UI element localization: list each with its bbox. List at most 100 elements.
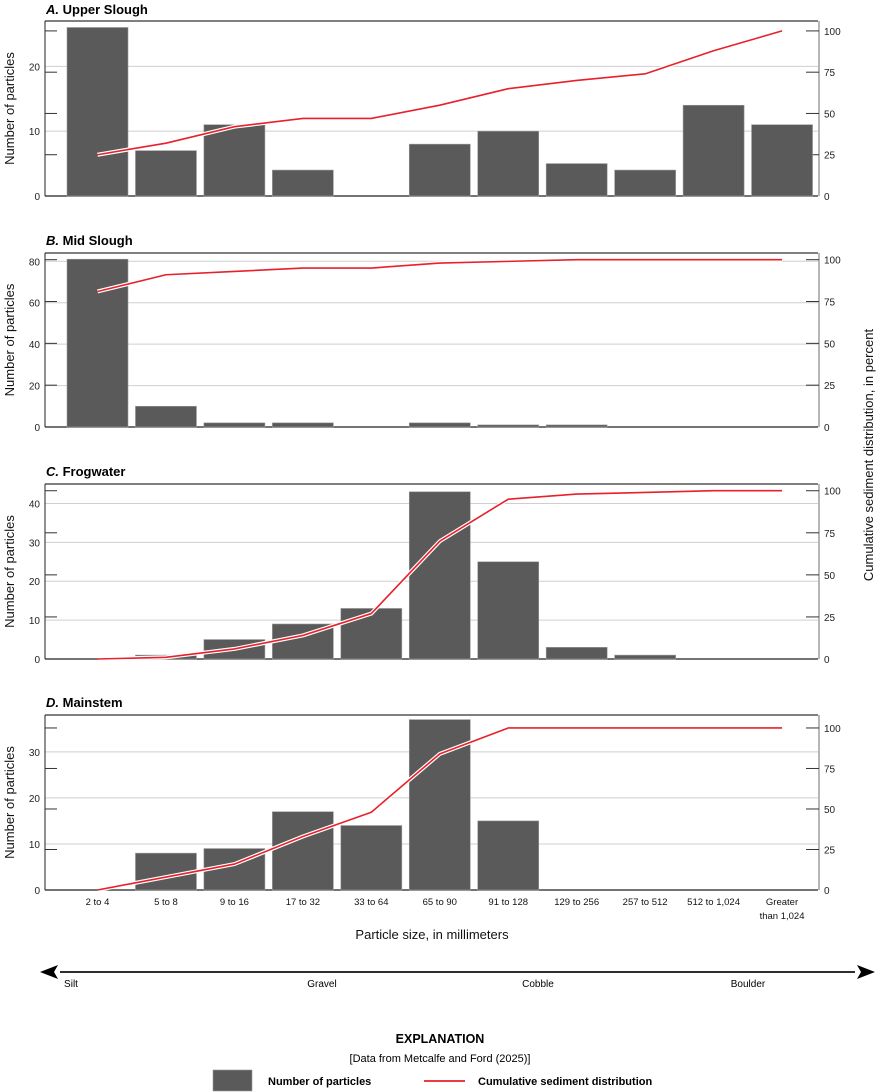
bar-count [477, 424, 540, 428]
right-tick-label: 100 [824, 487, 841, 498]
cumulative-line-halo [97, 257, 783, 294]
panel-upper-slough: A. Upper Slough 0 10 20 0 25 50 75 100 [29, 2, 841, 203]
right-tick-label: 75 [824, 529, 836, 540]
y-axis-title-right: Cumulative sediment distribution, in per… [861, 329, 876, 582]
right-tick-label: 100 [824, 724, 841, 735]
bar-count [477, 820, 540, 891]
bar-count [340, 608, 403, 660]
x-tick-label: 257 to 512 [623, 897, 668, 908]
bar-count [545, 647, 608, 660]
right-tick-label: 50 [824, 109, 836, 120]
legend-line-label: Cumulative sediment distribution [478, 1076, 652, 1088]
right-tick-label: 50 [824, 571, 836, 582]
right-tick-label: 0 [824, 886, 830, 897]
panel-letter: C. [46, 464, 59, 479]
left-tick-label: 0 [34, 423, 40, 434]
x-tick-label: 129 to 256 [554, 897, 599, 908]
left-tick-label: 0 [34, 886, 40, 897]
right-tick-label: 25 [824, 151, 836, 162]
left-tick-label: 10 [29, 840, 41, 851]
size-class-label: Silt [64, 979, 78, 990]
x-tick-label: 65 to 90 [423, 897, 457, 908]
panel-title: C. Frogwater [46, 464, 125, 479]
left-tick-label: 10 [29, 616, 41, 627]
panel-name: Frogwater [59, 464, 125, 479]
bar-count [614, 169, 676, 197]
explanation-source: [Data from Metcalfe and Ford (2025)] [350, 1053, 531, 1065]
size-class-label: Gravel [307, 979, 336, 990]
right-tick-label: 0 [824, 192, 830, 203]
bar-count [272, 422, 334, 428]
bar-count [408, 422, 471, 428]
bar-count [135, 405, 197, 428]
legend-bar-swatch [212, 1069, 253, 1092]
explanation-title: EXPLANATION [396, 1032, 485, 1046]
panel-letter: B. [46, 233, 59, 248]
bar-count [135, 150, 197, 197]
left-tick-label: 80 [29, 257, 41, 268]
bar-count [682, 104, 745, 197]
right-tick-label: 100 [824, 256, 841, 267]
panel-letter: D. [46, 695, 59, 710]
right-tick-label: 75 [824, 298, 836, 309]
bar-count [751, 124, 813, 197]
panel-title: D. Mainstem [46, 695, 123, 710]
y-axis-title-left: Number of particles [2, 746, 17, 859]
x-tick-label: 9 to 16 [220, 897, 249, 908]
left-tick-label: 20 [29, 382, 41, 393]
y-axis-title-left: Number of particles [2, 515, 17, 628]
bar-count [545, 163, 608, 197]
legend-bar-label: Number of particles [268, 1076, 371, 1088]
right-tick-label: 50 [824, 339, 836, 350]
panel-frogwater: C. Frogwater 0 10 20 30 40 0 25 50 75 100 [29, 464, 841, 666]
panel-letter: A. [45, 2, 59, 17]
x-tick-label: 33 to 64 [354, 897, 388, 908]
bar-count [408, 143, 471, 197]
bar-count [66, 27, 129, 197]
right-tick-label: 25 [824, 381, 836, 392]
x-tick-label: 512 to 1,024 [687, 897, 740, 908]
cumulative-line-halo [97, 28, 783, 157]
x-axis-title: Particle size, in millimeters [355, 927, 509, 942]
right-tick-label: 25 [824, 845, 836, 856]
arrow-right-icon [857, 965, 875, 979]
bar-count [203, 124, 266, 197]
bar-count [272, 811, 334, 891]
size-class-label: Cobble [522, 979, 554, 990]
left-tick-label: 20 [29, 577, 41, 588]
x-tick-label: 5 to 8 [154, 897, 178, 908]
panel-title: A. Upper Slough [45, 2, 148, 17]
x-tick-label: 17 to 32 [286, 897, 320, 908]
left-tick-label: 20 [29, 62, 41, 73]
left-tick-label: 30 [29, 748, 41, 759]
bar-count [340, 825, 403, 891]
panel-mainstem: D. Mainstem 0 10 20 30 0 25 50 75 100 [29, 695, 841, 897]
arrow-left-icon [40, 965, 58, 979]
panel-mid-slough: B. Mid Slough 0 20 40 60 80 0 25 50 75 100 [29, 233, 841, 434]
bar-count [545, 424, 608, 428]
left-tick-label: 10 [29, 127, 41, 138]
left-tick-label: 20 [29, 794, 41, 805]
left-tick-label: 0 [34, 192, 40, 203]
bar-count [614, 654, 676, 660]
bar-count [477, 561, 540, 660]
right-tick-label: 100 [824, 27, 841, 38]
bar-count [408, 491, 471, 660]
right-tick-label: 0 [824, 655, 830, 666]
bar-count [272, 169, 334, 197]
left-tick-label: 0 [34, 655, 40, 666]
right-tick-label: 50 [824, 805, 836, 816]
panel-name: Mid Slough [59, 233, 133, 248]
panel-name: Mainstem [59, 695, 123, 710]
panel-name: Upper Slough [59, 2, 148, 17]
bar-count [477, 130, 540, 197]
left-tick-label: 30 [29, 538, 41, 549]
right-tick-label: 75 [824, 764, 836, 775]
left-tick-label: 60 [29, 299, 41, 310]
right-tick-label: 0 [824, 423, 830, 434]
right-tick-label: 25 [824, 613, 836, 624]
y-axis-title-left: Number of particles [2, 283, 17, 396]
x-tick-label: Greater [766, 897, 798, 908]
x-tick-label: 2 to 4 [86, 897, 110, 908]
